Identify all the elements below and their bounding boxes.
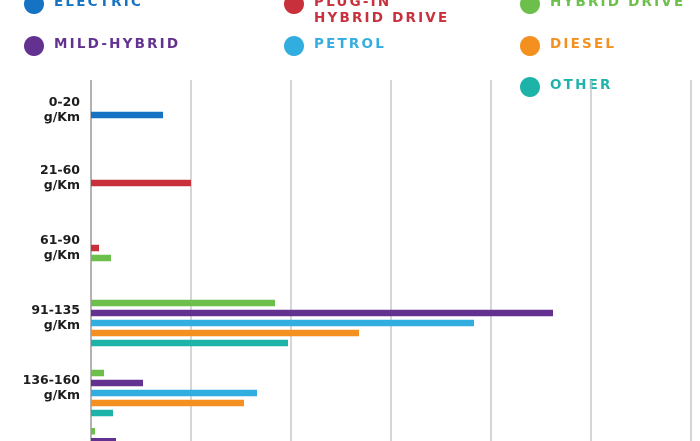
legend-label-petrol: PETROL	[314, 36, 386, 52]
legend-swatch-plug-in-hybrid	[284, 0, 304, 14]
legend-swatch-hybrid-drive	[520, 0, 540, 14]
legend-item-electric: ELECTRIC	[24, 0, 143, 14]
category-label: 21-60 g/Km	[40, 162, 80, 192]
legend-swatch-mild-hybrid	[24, 36, 44, 56]
bar-electric-0	[91, 111, 163, 119]
legend-swatch-diesel	[520, 36, 540, 56]
legend-swatch-other	[520, 77, 540, 97]
chart-legend: ELECTRIC PLUG-IN HYBRID DRIVE HYBRID DRI…	[0, 0, 700, 100]
category-label: 0-20 g/Km	[43, 94, 80, 124]
legend-label-hybrid-drive: HYBRID DRIVE	[550, 0, 686, 10]
legend-label-other: OTHER	[550, 77, 613, 93]
legend-label-plug-in-hybrid: PLUG-IN HYBRID DRIVE	[314, 0, 450, 26]
legend-item-diesel: DIESEL	[520, 36, 616, 56]
bar-mild-hybrid-3	[91, 309, 553, 317]
legend-label-electric: ELECTRIC	[54, 0, 144, 10]
bar-mild-hybrid-5	[91, 438, 116, 441]
bar-petrol-4	[91, 389, 257, 397]
bar-other-3	[91, 339, 288, 347]
bar-hybrid-drive-3	[91, 299, 275, 307]
bar-plug-in-hybrid-drive-2	[91, 244, 99, 252]
legend-swatch-electric	[24, 0, 44, 14]
bar-other-4	[91, 409, 113, 417]
category-label: 136-160 g/Km	[22, 372, 80, 402]
bar-plug-in-hybrid-drive-1	[91, 179, 191, 187]
bar-hybrid-drive-5	[91, 428, 95, 435]
legend-item-mild-hybrid: MILD-HYBRID	[24, 36, 180, 56]
legend-label-diesel: DIESEL	[550, 36, 617, 52]
legend-item-plug-in-hybrid: PLUG-IN HYBRID DRIVE	[284, 0, 449, 26]
bar-diesel-4	[91, 399, 244, 407]
category-label: 61-90 g/Km	[40, 232, 80, 262]
bar-mild-hybrid-4	[91, 379, 143, 387]
category-label: 91-135 g/Km	[31, 302, 80, 332]
bar-diesel-3	[91, 329, 359, 337]
legend-item-petrol: PETROL	[284, 36, 386, 56]
bar-petrol-3	[91, 319, 474, 327]
bar-hybrid-drive-4	[91, 369, 104, 377]
legend-label-mild-hybrid: MILD-HYBRID	[54, 36, 181, 52]
legend-item-hybrid-drive: HYBRID DRIVE	[520, 0, 685, 14]
bar-hybrid-drive-2	[91, 254, 111, 262]
legend-item-other: OTHER	[520, 77, 613, 97]
legend-swatch-petrol	[284, 36, 304, 56]
